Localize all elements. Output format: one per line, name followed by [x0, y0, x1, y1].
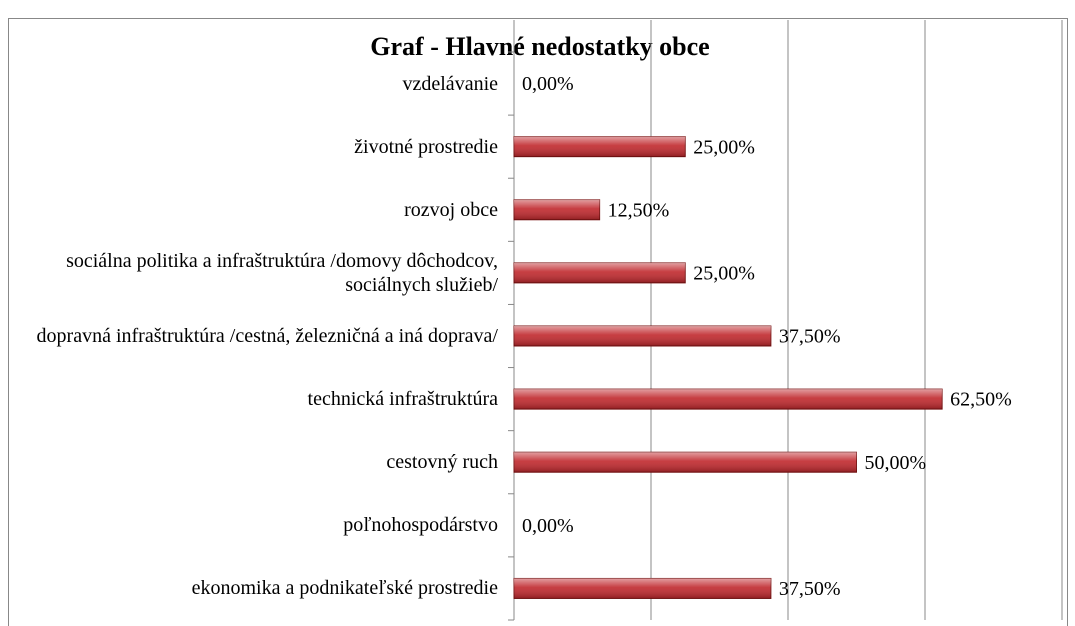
bar-shine [514, 262, 686, 283]
bar-shine [514, 326, 771, 346]
chart-title: Graf - Hlavné nedostatky obce [370, 32, 709, 61]
bar-shine [514, 199, 600, 220]
value-label: 50,00% [865, 452, 927, 474]
value-label: 12,50% [608, 199, 670, 221]
value-label: 37,50% [779, 326, 841, 348]
value-label: 25,00% [693, 136, 755, 158]
value-label: 25,00% [693, 262, 755, 284]
category-label: poľnohospodárstvo [343, 514, 498, 537]
bar-shine [514, 389, 943, 410]
category-label: cestovný ruch [386, 451, 498, 474]
category-label: dopravná infraštruktúra /cestná, železni… [36, 325, 498, 347]
value-label: 62,50% [950, 389, 1012, 411]
category-label: sociálna politika a infraštruktúra /domo… [66, 249, 498, 296]
category-label: technická infraštruktúra [307, 388, 498, 411]
bar-shine [514, 578, 771, 599]
category-label: ekonomika a podnikateľské prostredie [191, 577, 498, 600]
frame [8, 18, 1068, 626]
bar-shine [514, 452, 857, 473]
bar-shine [514, 136, 686, 157]
value-label: 37,50% [779, 578, 841, 600]
value-label: 0,00% [522, 73, 574, 95]
category-label: rozvoj obce [404, 198, 498, 221]
category-label: životné prostredie [354, 135, 498, 158]
value-label: 0,00% [522, 515, 574, 537]
category-label: vzdelávanie [402, 72, 499, 95]
